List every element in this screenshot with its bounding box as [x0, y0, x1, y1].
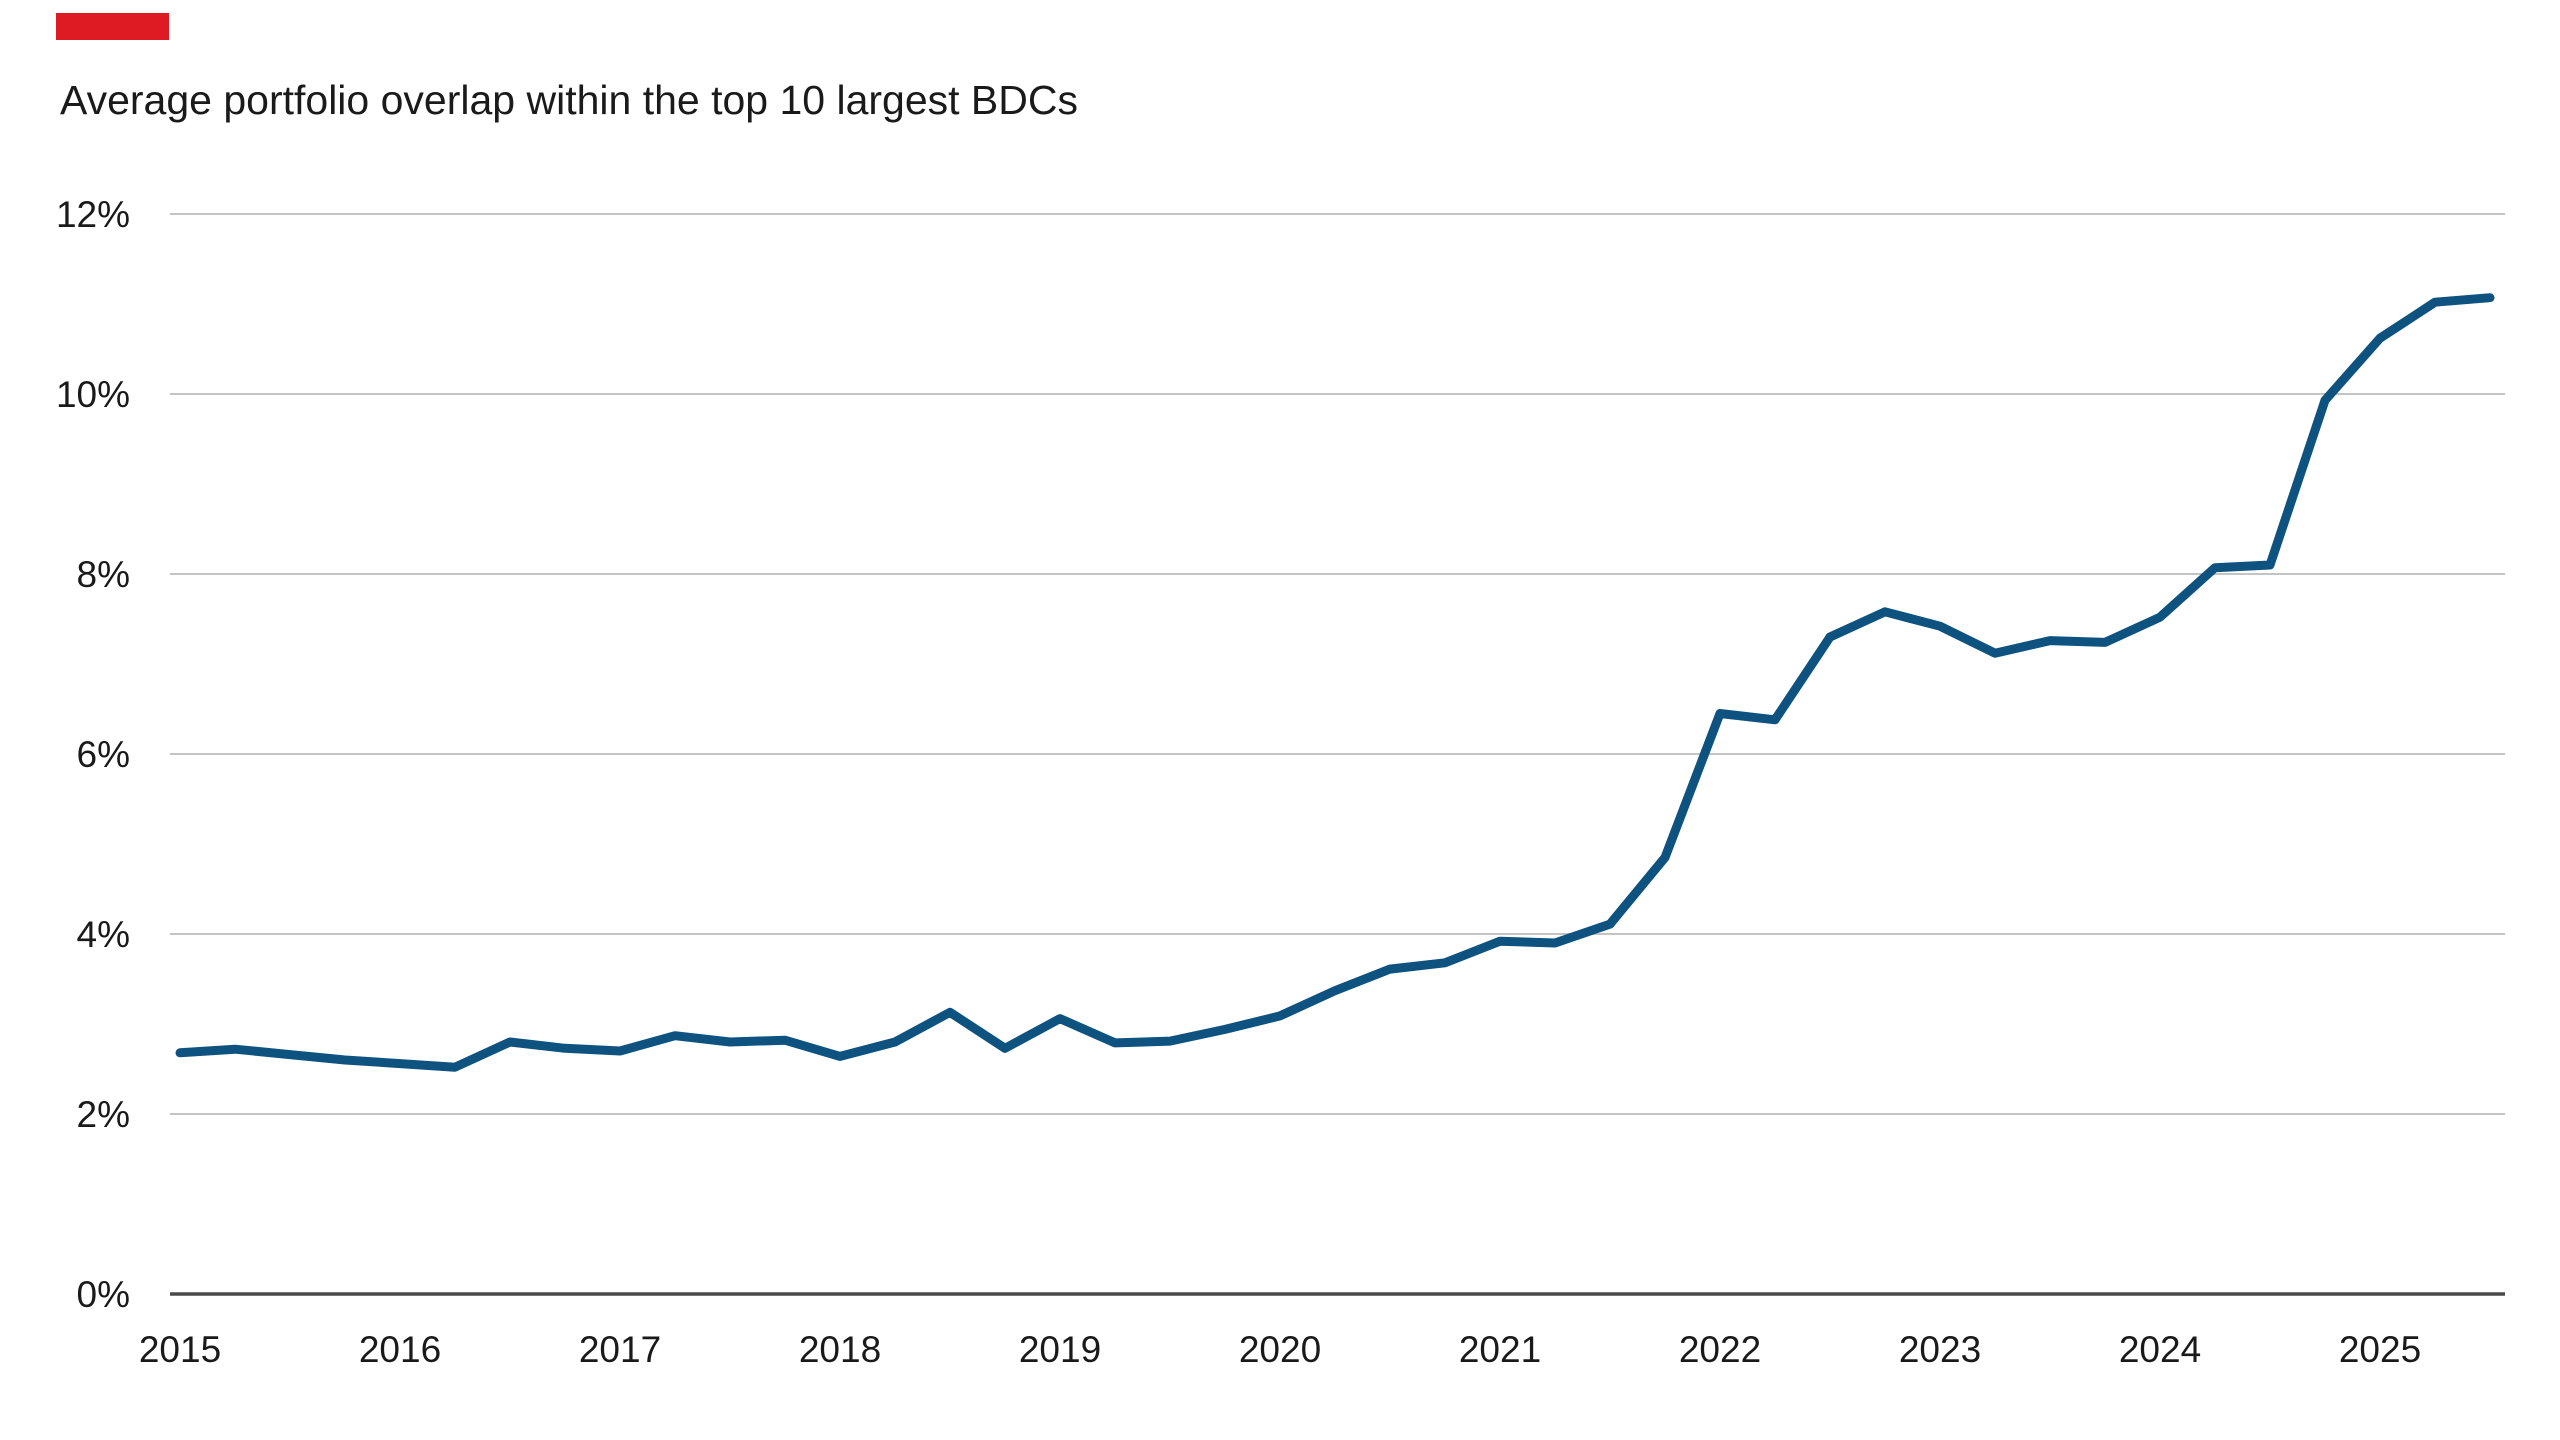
y-tick-label: 10%: [56, 374, 130, 415]
x-tick-label: 2025: [2339, 1329, 2421, 1370]
data-line: [175, 293, 2495, 1072]
x-tick-label: 2022: [1679, 1329, 1761, 1370]
x-tick-label: 2015: [139, 1329, 221, 1370]
x-tick-label: 2017: [579, 1329, 661, 1370]
y-tick-label: 8%: [77, 554, 130, 595]
x-tick-label: 2024: [2119, 1329, 2201, 1370]
x-tick-label: 2021: [1459, 1329, 1541, 1370]
y-tick-label: 12%: [56, 194, 130, 235]
x-tick-label: 2023: [1899, 1329, 1981, 1370]
x-tick-label: 2020: [1239, 1329, 1321, 1370]
chart-title: Average portfolio overlap within the top…: [60, 77, 1078, 123]
x-tick-label: 2016: [359, 1329, 441, 1370]
brand-accent-bar: [56, 13, 169, 40]
x-tick-label: 2019: [1019, 1329, 1101, 1370]
y-tick-label: 6%: [77, 734, 130, 775]
y-tick-label: 4%: [77, 914, 130, 955]
y-tick-label: 2%: [77, 1094, 130, 1135]
x-tick-label: 2018: [799, 1329, 881, 1370]
y-tick-label: 0%: [77, 1274, 130, 1315]
